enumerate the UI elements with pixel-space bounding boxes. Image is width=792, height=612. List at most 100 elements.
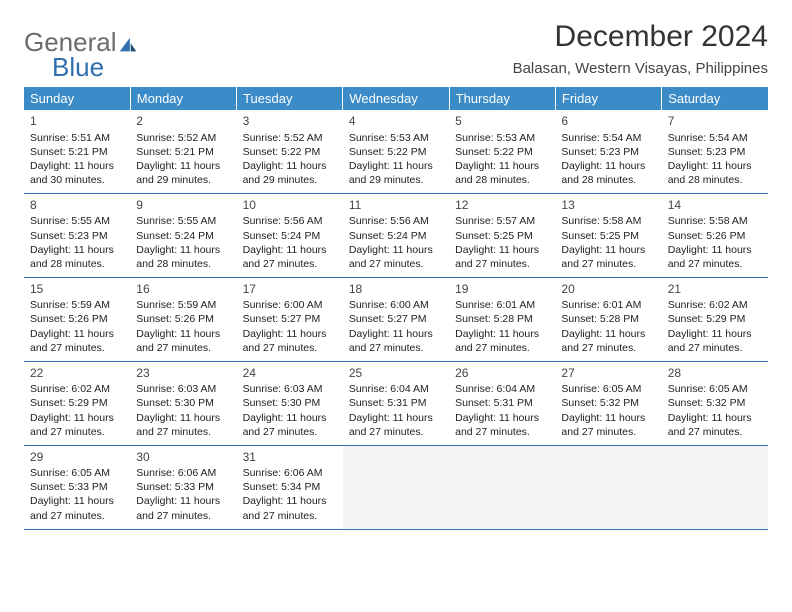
daylight-text: Daylight: 11 hours and 27 minutes. xyxy=(30,327,128,355)
sunset-text: Sunset: 5:25 PM xyxy=(455,229,553,243)
sunrise-text: Sunrise: 5:54 AM xyxy=(668,131,766,145)
calendar-cell: 12Sunrise: 5:57 AMSunset: 5:25 PMDayligh… xyxy=(449,194,555,278)
header: GeneralBlue December 2024 Balasan, Weste… xyxy=(24,20,768,79)
daylight-text: Daylight: 11 hours and 27 minutes. xyxy=(243,243,341,271)
daylight-text: Daylight: 11 hours and 28 minutes. xyxy=(561,159,659,187)
daylight-text: Daylight: 11 hours and 27 minutes. xyxy=(561,327,659,355)
day-number: 17 xyxy=(243,281,341,297)
calendar-cell xyxy=(555,445,661,529)
sunset-text: Sunset: 5:24 PM xyxy=(349,229,447,243)
calendar-row: 29Sunrise: 6:05 AMSunset: 5:33 PMDayligh… xyxy=(24,445,768,529)
daylight-text: Daylight: 11 hours and 28 minutes. xyxy=(455,159,553,187)
sunset-text: Sunset: 5:21 PM xyxy=(30,145,128,159)
sunset-text: Sunset: 5:28 PM xyxy=(561,312,659,326)
page-title: December 2024 xyxy=(513,20,768,54)
sunrise-text: Sunrise: 5:57 AM xyxy=(455,214,553,228)
daylight-text: Daylight: 11 hours and 27 minutes. xyxy=(349,411,447,439)
sunrise-text: Sunrise: 6:00 AM xyxy=(349,298,447,312)
calendar-cell: 24Sunrise: 6:03 AMSunset: 5:30 PMDayligh… xyxy=(237,362,343,446)
sunset-text: Sunset: 5:22 PM xyxy=(243,145,341,159)
calendar-cell: 21Sunrise: 6:02 AMSunset: 5:29 PMDayligh… xyxy=(662,278,768,362)
sunset-text: Sunset: 5:23 PM xyxy=(668,145,766,159)
calendar-cell: 29Sunrise: 6:05 AMSunset: 5:33 PMDayligh… xyxy=(24,445,130,529)
sunrise-text: Sunrise: 5:58 AM xyxy=(668,214,766,228)
calendar-cell: 15Sunrise: 5:59 AMSunset: 5:26 PMDayligh… xyxy=(24,278,130,362)
calendar-cell: 30Sunrise: 6:06 AMSunset: 5:33 PMDayligh… xyxy=(130,445,236,529)
logo-text-general: General xyxy=(24,30,117,55)
calendar-cell: 22Sunrise: 6:02 AMSunset: 5:29 PMDayligh… xyxy=(24,362,130,446)
day-number: 19 xyxy=(455,281,553,297)
daylight-text: Daylight: 11 hours and 27 minutes. xyxy=(136,327,234,355)
sunset-text: Sunset: 5:33 PM xyxy=(30,480,128,494)
daylight-text: Daylight: 11 hours and 29 minutes. xyxy=(243,159,341,187)
sunrise-text: Sunrise: 5:59 AM xyxy=(136,298,234,312)
day-number: 24 xyxy=(243,365,341,381)
daylight-text: Daylight: 11 hours and 27 minutes. xyxy=(136,494,234,522)
sunrise-text: Sunrise: 6:01 AM xyxy=(455,298,553,312)
sunrise-text: Sunrise: 5:56 AM xyxy=(349,214,447,228)
sunrise-text: Sunrise: 5:58 AM xyxy=(561,214,659,228)
day-number: 18 xyxy=(349,281,447,297)
day-number: 6 xyxy=(561,113,659,129)
day-number: 31 xyxy=(243,449,341,465)
sunset-text: Sunset: 5:24 PM xyxy=(136,229,234,243)
day-number: 11 xyxy=(349,197,447,213)
sunrise-text: Sunrise: 5:52 AM xyxy=(243,131,341,145)
day-number: 30 xyxy=(136,449,234,465)
daylight-text: Daylight: 11 hours and 29 minutes. xyxy=(349,159,447,187)
sunrise-text: Sunrise: 5:53 AM xyxy=(455,131,553,145)
day-number: 28 xyxy=(668,365,766,381)
sunset-text: Sunset: 5:28 PM xyxy=(455,312,553,326)
daylight-text: Daylight: 11 hours and 27 minutes. xyxy=(349,327,447,355)
col-monday: Monday xyxy=(130,87,236,110)
calendar-table: Sunday Monday Tuesday Wednesday Thursday… xyxy=(24,87,768,529)
sunset-text: Sunset: 5:26 PM xyxy=(136,312,234,326)
calendar-cell: 23Sunrise: 6:03 AMSunset: 5:30 PMDayligh… xyxy=(130,362,236,446)
daylight-text: Daylight: 11 hours and 27 minutes. xyxy=(668,243,766,271)
day-number: 9 xyxy=(136,197,234,213)
calendar-cell xyxy=(662,445,768,529)
col-tuesday: Tuesday xyxy=(237,87,343,110)
sunset-text: Sunset: 5:34 PM xyxy=(243,480,341,494)
sunset-text: Sunset: 5:23 PM xyxy=(561,145,659,159)
calendar-cell: 1Sunrise: 5:51 AMSunset: 5:21 PMDaylight… xyxy=(24,110,130,193)
daylight-text: Daylight: 11 hours and 27 minutes. xyxy=(349,243,447,271)
calendar-cell: 16Sunrise: 5:59 AMSunset: 5:26 PMDayligh… xyxy=(130,278,236,362)
day-number: 1 xyxy=(30,113,128,129)
calendar-cell: 17Sunrise: 6:00 AMSunset: 5:27 PMDayligh… xyxy=(237,278,343,362)
day-number: 3 xyxy=(243,113,341,129)
day-number: 23 xyxy=(136,365,234,381)
sunset-text: Sunset: 5:32 PM xyxy=(668,396,766,410)
sunset-text: Sunset: 5:23 PM xyxy=(30,229,128,243)
sunrise-text: Sunrise: 6:03 AM xyxy=(243,382,341,396)
daylight-text: Daylight: 11 hours and 27 minutes. xyxy=(455,327,553,355)
sunrise-text: Sunrise: 5:53 AM xyxy=(349,131,447,145)
calendar-cell: 20Sunrise: 6:01 AMSunset: 5:28 PMDayligh… xyxy=(555,278,661,362)
day-number: 14 xyxy=(668,197,766,213)
daylight-text: Daylight: 11 hours and 27 minutes. xyxy=(668,327,766,355)
day-number: 8 xyxy=(30,197,128,213)
day-number: 20 xyxy=(561,281,659,297)
sunset-text: Sunset: 5:27 PM xyxy=(349,312,447,326)
day-number: 27 xyxy=(561,365,659,381)
sunset-text: Sunset: 5:33 PM xyxy=(136,480,234,494)
daylight-text: Daylight: 11 hours and 28 minutes. xyxy=(136,243,234,271)
sunset-text: Sunset: 5:31 PM xyxy=(455,396,553,410)
daylight-text: Daylight: 11 hours and 27 minutes. xyxy=(243,494,341,522)
sunrise-text: Sunrise: 6:06 AM xyxy=(136,466,234,480)
day-number: 26 xyxy=(455,365,553,381)
logo-text-blue: Blue xyxy=(52,55,138,80)
calendar-cell: 26Sunrise: 6:04 AMSunset: 5:31 PMDayligh… xyxy=(449,362,555,446)
sunrise-text: Sunrise: 6:05 AM xyxy=(561,382,659,396)
daylight-text: Daylight: 11 hours and 27 minutes. xyxy=(136,411,234,439)
sunset-text: Sunset: 5:29 PM xyxy=(30,396,128,410)
calendar-cell: 10Sunrise: 5:56 AMSunset: 5:24 PMDayligh… xyxy=(237,194,343,278)
calendar-cell: 19Sunrise: 6:01 AMSunset: 5:28 PMDayligh… xyxy=(449,278,555,362)
calendar-cell: 7Sunrise: 5:54 AMSunset: 5:23 PMDaylight… xyxy=(662,110,768,193)
calendar-cell: 25Sunrise: 6:04 AMSunset: 5:31 PMDayligh… xyxy=(343,362,449,446)
sunset-text: Sunset: 5:32 PM xyxy=(561,396,659,410)
daylight-text: Daylight: 11 hours and 28 minutes. xyxy=(30,243,128,271)
calendar-header-row: Sunday Monday Tuesday Wednesday Thursday… xyxy=(24,87,768,110)
calendar-row: 8Sunrise: 5:55 AMSunset: 5:23 PMDaylight… xyxy=(24,194,768,278)
calendar-cell: 9Sunrise: 5:55 AMSunset: 5:24 PMDaylight… xyxy=(130,194,236,278)
